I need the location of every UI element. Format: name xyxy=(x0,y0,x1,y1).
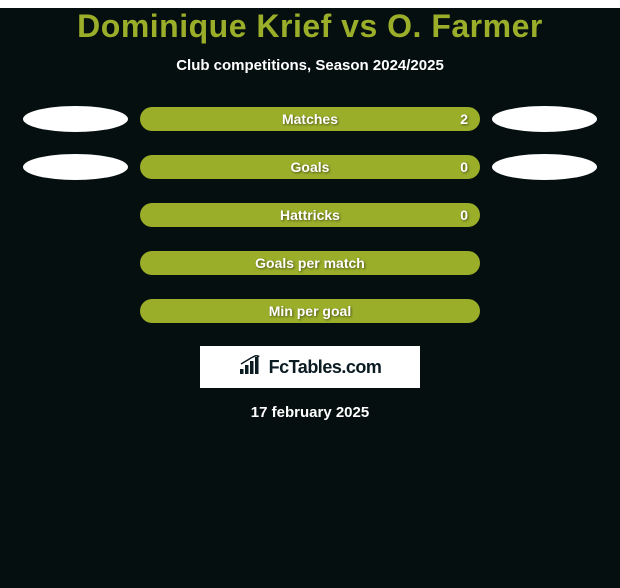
brand-text: FcTables.com xyxy=(269,357,382,378)
oval-spacer xyxy=(23,202,128,228)
oval-spacer xyxy=(23,250,128,276)
stat-bar: Min per goal xyxy=(140,299,480,323)
oval-spacer xyxy=(492,202,597,228)
stat-row: Goals per match xyxy=(0,250,620,276)
right-oval-icon xyxy=(492,106,597,132)
stat-label: Hattricks xyxy=(280,207,340,223)
left-oval-icon xyxy=(23,154,128,180)
left-oval-icon xyxy=(23,106,128,132)
comparison-subtitle: Club competitions, Season 2024/2025 xyxy=(0,57,620,74)
stat-row: Min per goal xyxy=(0,298,620,324)
stat-row: Matches 2 xyxy=(0,106,620,132)
stat-bar: Goals 0 xyxy=(140,155,480,179)
chart-icon xyxy=(239,355,263,380)
stat-label: Matches xyxy=(282,111,338,127)
infographic-date: 17 february 2025 xyxy=(0,404,620,421)
stat-value: 0 xyxy=(460,207,468,223)
stat-bar: Hattricks 0 xyxy=(140,203,480,227)
brand-logo: FcTables.com xyxy=(200,346,420,388)
oval-spacer xyxy=(492,250,597,276)
stat-rows: Matches 2 Goals 0 Hattricks 0 Goals xyxy=(0,106,620,324)
stat-value: 2 xyxy=(460,111,468,127)
right-oval-icon xyxy=(492,154,597,180)
stat-bar: Goals per match xyxy=(140,251,480,275)
stat-value: 0 xyxy=(460,159,468,175)
stat-row: Goals 0 xyxy=(0,154,620,180)
comparison-infographic: Dominique Krief vs O. Farmer Club compet… xyxy=(0,8,620,588)
comparison-title: Dominique Krief vs O. Farmer xyxy=(0,8,620,45)
stat-label: Goals xyxy=(291,159,330,175)
stat-label: Min per goal xyxy=(269,303,351,319)
oval-spacer xyxy=(492,298,597,324)
stat-bar: Matches 2 xyxy=(140,107,480,131)
stat-label: Goals per match xyxy=(255,255,365,271)
stat-row: Hattricks 0 xyxy=(0,202,620,228)
oval-spacer xyxy=(23,298,128,324)
